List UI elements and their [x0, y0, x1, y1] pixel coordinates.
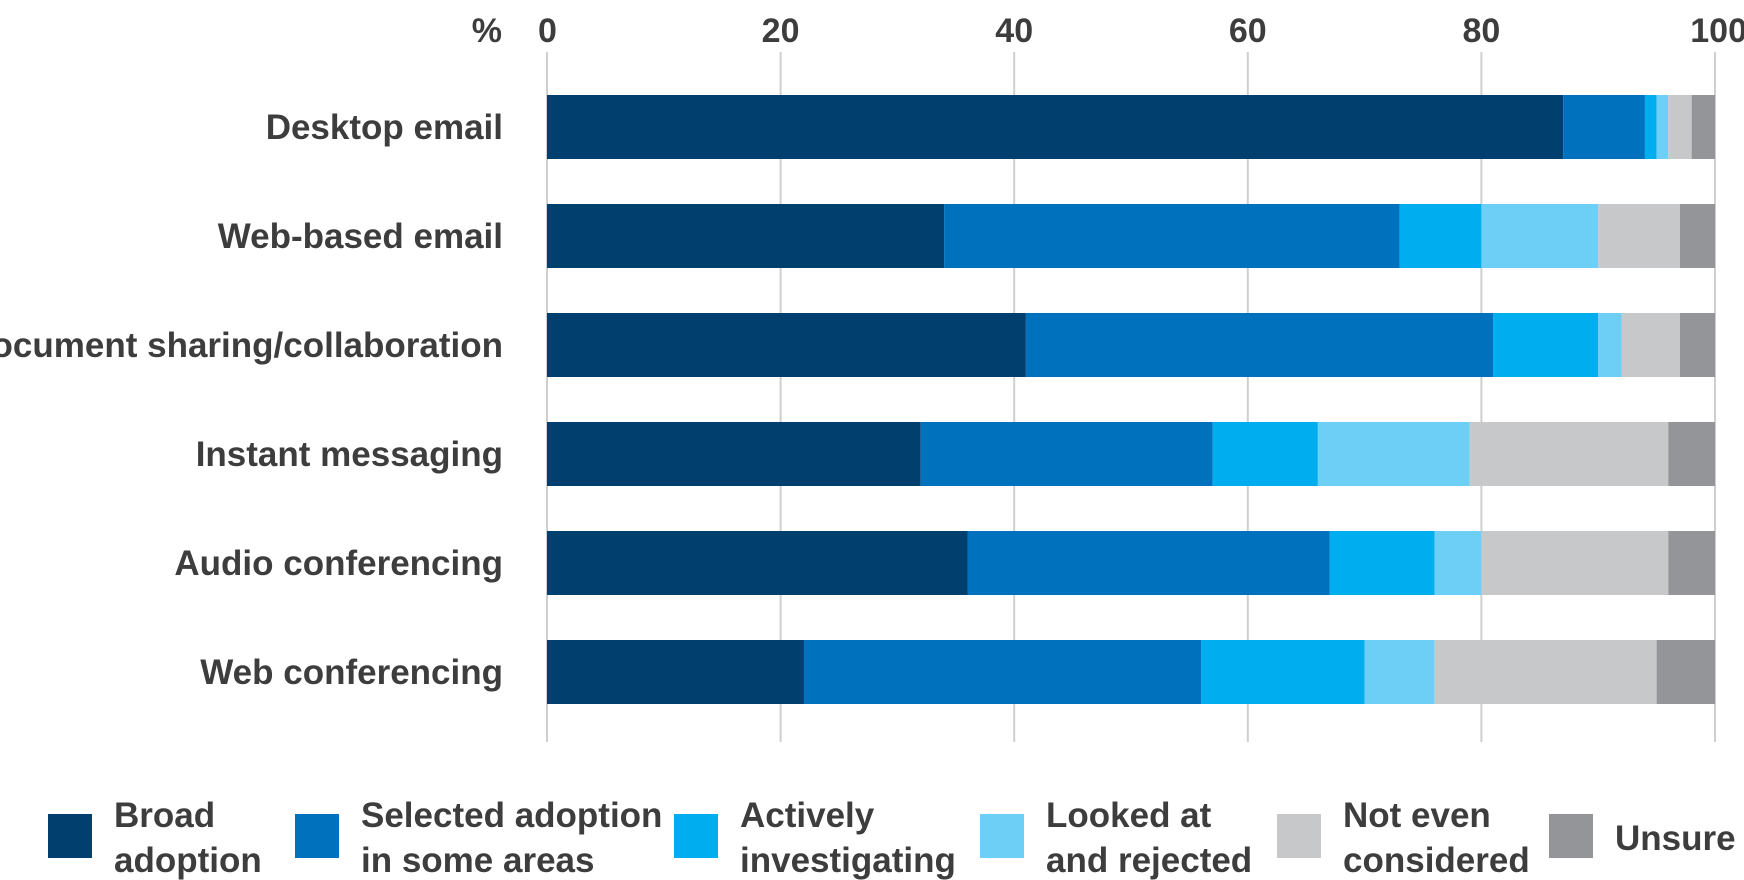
bar-instant-messaging-broad-adoption	[547, 422, 921, 486]
bar-audio-conferencing-unsure	[1668, 531, 1715, 595]
legend-label-not-even-considered-line-2: considered	[1343, 841, 1530, 880]
x-tick-label-20: 20	[762, 12, 800, 50]
bar-web-conferencing-broad-adoption	[547, 640, 804, 704]
legend-swatch-broad-adoption	[48, 814, 92, 858]
bars	[547, 95, 1715, 704]
bar-desktop-email-broad-adoption	[547, 95, 1564, 159]
bar-audio-conferencing-broad-adoption	[547, 531, 968, 595]
gridlines	[546, 52, 1716, 742]
bar-web-based-email-selected-adoption-in-some-areas	[944, 204, 1400, 268]
legend-label-selected-adoption-in-some-areas-line-2: in some areas	[361, 841, 594, 880]
legend-swatch-actively-investigating	[674, 814, 718, 858]
legend-label-looked-at-and-rejected-line-2: and rejected	[1046, 841, 1252, 880]
x-axis-ticks: % 0 20 40 60 80 100	[472, 12, 1744, 50]
x-tick-label-40: 40	[995, 12, 1033, 50]
bar-desktop-email-actively-investigating	[1644, 95, 1657, 159]
legend-label-broad-adoption-line-2: adoption	[114, 841, 262, 880]
axis-unit-label: %	[472, 12, 502, 50]
bar-audio-conferencing-looked-at-and-rejected	[1434, 531, 1482, 595]
legend-swatch-unsure	[1549, 814, 1593, 858]
bar-document-sharing-collaboration-broad-adoption	[547, 313, 1026, 377]
x-tick-label-80: 80	[1462, 12, 1500, 50]
bar-document-sharing-collaboration-looked-at-and-rejected	[1598, 313, 1622, 377]
bar-desktop-email-looked-at-and-rejected	[1656, 95, 1669, 159]
bar-desktop-email-unsure	[1691, 95, 1715, 159]
bar-desktop-email-selected-adoption-in-some-areas	[1563, 95, 1645, 159]
legend-swatch-not-even-considered	[1277, 814, 1321, 858]
category-label-desktop-email: Desktop email	[266, 108, 503, 147]
legend-item-selected-adoption-in-some-areas: Selected adoption in some areas	[295, 796, 662, 880]
category-label-audio-conferencing: Audio conferencing	[174, 544, 503, 583]
legend-label-not-even-considered-line-1: Not even	[1343, 796, 1491, 835]
legend-label-actively-investigating-line-1: Actively	[740, 796, 875, 835]
bar-web-conferencing-not-even-considered	[1434, 640, 1657, 704]
bar-web-based-email-not-even-considered	[1598, 204, 1680, 268]
legend-swatch-selected-adoption-in-some-areas	[295, 814, 339, 858]
x-tick-label-0: 0	[538, 12, 557, 50]
bar-web-based-email-actively-investigating	[1399, 204, 1482, 268]
x-tick-label-60: 60	[1229, 12, 1267, 50]
bar-web-conferencing-looked-at-and-rejected	[1364, 640, 1435, 704]
bar-document-sharing-collaboration-selected-adoption-in-some-areas	[1025, 313, 1494, 377]
legend-label-broad-adoption-line-1: Broad	[114, 796, 215, 835]
category-label-web-based-email: Web-based email	[218, 217, 503, 256]
legend-label-actively-investigating-line-2: investigating	[740, 841, 956, 880]
category-label-document-sharing-collaboration: Document sharing/collaboration	[0, 326, 503, 365]
bar-document-sharing-collaboration-actively-investigating	[1493, 313, 1599, 377]
bar-audio-conferencing-actively-investigating	[1329, 531, 1435, 595]
bar-instant-messaging-selected-adoption-in-some-areas	[920, 422, 1213, 486]
legend-swatch-looked-at-and-rejected	[980, 814, 1024, 858]
category-label-web-conferencing: Web conferencing	[200, 653, 503, 692]
bar-instant-messaging-actively-investigating	[1212, 422, 1318, 486]
bar-web-conferencing-actively-investigating	[1201, 640, 1365, 704]
category-labels: Desktop email Web-based email Document sha…	[0, 108, 503, 692]
bar-web-based-email-looked-at-and-rejected	[1481, 204, 1599, 268]
legend-item-not-even-considered: Not even considered	[1277, 796, 1530, 880]
legend-label-selected-adoption-in-some-areas-line-1: Selected adoption	[361, 796, 662, 835]
legend-item-unsure: Unsure	[1549, 814, 1736, 858]
bar-web-based-email-broad-adoption	[547, 204, 945, 268]
legend-label-looked-at-and-rejected-line-1: Looked at	[1046, 796, 1212, 835]
bar-document-sharing-collaboration-not-even-considered	[1621, 313, 1680, 377]
legend-item-broad-adoption: Broad adoption	[48, 796, 262, 880]
legend-item-looked-at-and-rejected: Looked at and rejected	[980, 796, 1252, 880]
bar-audio-conferencing-not-even-considered	[1481, 531, 1669, 595]
category-label-instant-messaging: Instant messaging	[196, 435, 503, 474]
bar-instant-messaging-looked-at-and-rejected	[1317, 422, 1470, 486]
bar-instant-messaging-not-even-considered	[1469, 422, 1669, 486]
bar-web-conferencing-unsure	[1656, 640, 1715, 704]
legend: Broad adoption Selected adoption in some ar…	[48, 796, 1736, 880]
x-tick-label-100: 100	[1690, 12, 1744, 50]
bar-web-based-email-unsure	[1679, 204, 1715, 268]
legend-item-actively-investigating: Actively investigating	[674, 796, 956, 880]
bar-instant-messaging-unsure	[1668, 422, 1715, 486]
bar-document-sharing-collaboration-unsure	[1679, 313, 1715, 377]
bar-desktop-email-not-even-considered	[1668, 95, 1692, 159]
legend-label-unsure: Unsure	[1615, 819, 1736, 858]
bar-audio-conferencing-selected-adoption-in-some-areas	[967, 531, 1330, 595]
bar-web-conferencing-selected-adoption-in-some-areas	[803, 640, 1202, 704]
